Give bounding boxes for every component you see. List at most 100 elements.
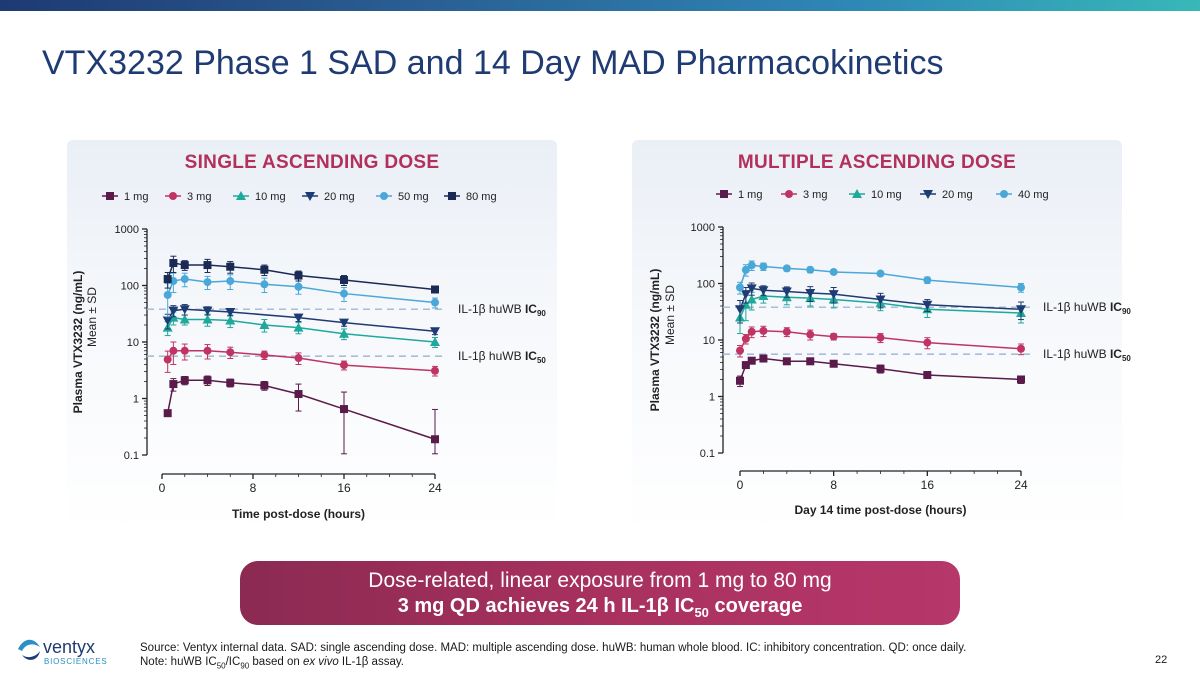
- data-point: [759, 326, 768, 335]
- data-point: [431, 435, 439, 444]
- mad-y-tick-label: 1: [709, 392, 715, 404]
- data-point: [782, 327, 791, 336]
- series-line: [739, 330, 1022, 351]
- data-point: [260, 280, 269, 289]
- data-point: [163, 275, 172, 284]
- footnote-sub-50: 50: [216, 661, 226, 671]
- mad-series-3mg: [736, 325, 1025, 358]
- data-point: [746, 284, 757, 294]
- legend-swatch-marker: [106, 192, 114, 200]
- data-point: [431, 366, 439, 375]
- data-point: [430, 327, 440, 337]
- sad-legend-item: 50 mg: [376, 191, 429, 203]
- sad-y-tick-label: 1000: [115, 224, 139, 236]
- legend-label: 80 mg: [466, 191, 497, 203]
- footnote-ex-vivo: ex vivo: [302, 656, 339, 668]
- sad-legend-item: 80 mg: [444, 191, 497, 203]
- footnote-note-c: IL-1β assay.: [338, 656, 404, 668]
- data-point: [294, 282, 303, 291]
- mad-y-tick-label: 10: [703, 335, 715, 347]
- data-point: [163, 355, 172, 364]
- data-point: [226, 277, 235, 286]
- data-point: [180, 261, 189, 270]
- data-point: [339, 318, 349, 328]
- sad-x-tick-label: 8: [250, 481, 257, 495]
- data-point: [1017, 375, 1025, 384]
- data-point: [741, 265, 750, 274]
- sad-series-50mg: [163, 272, 439, 318]
- mad-y-tick-label: 1000: [691, 222, 715, 234]
- data-point: [1017, 344, 1025, 353]
- data-point: [746, 294, 757, 304]
- footnote-sub-90: 90: [240, 661, 250, 671]
- sad-x-tick-label: 24: [428, 481, 442, 495]
- data-point: [225, 315, 236, 325]
- data-point: [736, 346, 744, 355]
- data-point: [829, 332, 838, 341]
- data-point: [806, 265, 815, 274]
- legend-swatch-marker: [305, 192, 315, 201]
- data-point: [735, 305, 745, 315]
- data-point: [226, 262, 235, 271]
- legend-label: 40 mg: [1018, 189, 1049, 201]
- banner-line-2: 3 mg QD achieves 24 h IL-1β IC50 coverag…: [240, 595, 960, 620]
- data-point: [169, 380, 178, 389]
- data-point: [294, 354, 303, 363]
- data-point: [741, 334, 750, 343]
- mad-series-40mg: [736, 260, 1025, 295]
- footnote-note-a: Note: huWB IC: [140, 656, 217, 668]
- mad-x-tick-label: 0: [737, 478, 744, 492]
- data-point: [340, 405, 348, 414]
- data-point: [828, 290, 839, 300]
- data-point: [876, 364, 885, 373]
- logo-mark-icon: [18, 639, 40, 651]
- data-point: [163, 290, 172, 299]
- mad-x-tick-label: 24: [1014, 478, 1028, 492]
- data-point: [923, 371, 932, 380]
- mad-ref-label-ic50: IL-1β huWB IC50: [1043, 347, 1131, 363]
- banner-line-2-text: 3 mg QD achieves 24 h IL-1β IC: [397, 595, 695, 617]
- mad-y-axis-label: Plasma VTX3232 (ng/mL): [648, 269, 662, 412]
- mad-y-tick-label: 0.1: [700, 448, 715, 460]
- data-point: [758, 286, 769, 296]
- data-point: [180, 346, 189, 355]
- data-point: [876, 269, 885, 278]
- data-point: [806, 330, 815, 339]
- data-point: [747, 327, 756, 336]
- mad-ref-label-ic90: IL-1β huWB IC90: [1043, 300, 1131, 316]
- sad-chart-panel: SINGLE ASCENDING DOSE: [67, 140, 557, 535]
- data-point: [747, 261, 756, 270]
- sad-series-1mg: [163, 375, 439, 455]
- data-point: [294, 390, 303, 399]
- legend-label: 10 mg: [255, 191, 286, 203]
- data-point: [340, 276, 348, 285]
- mad-x-tick-label: 8: [830, 478, 837, 492]
- data-point: [759, 354, 768, 363]
- sad-series-20mg: [162, 304, 440, 337]
- sad-series-80mg: [163, 255, 439, 294]
- data-point: [431, 298, 439, 307]
- mad-legend-item: 1 mg: [716, 189, 762, 201]
- sad-ref-label-ic50: IL-1β huWB IC50: [458, 349, 546, 365]
- data-point: [259, 319, 270, 329]
- data-point: [923, 338, 932, 347]
- mad-legend-item: 3 mg: [781, 189, 827, 201]
- legend-swatch-marker: [448, 192, 456, 200]
- data-point: [747, 356, 756, 365]
- sad-y-axis-label: Plasma VTX3232 (ng/mL): [71, 271, 85, 414]
- data-point: [226, 348, 235, 357]
- data-point: [169, 259, 178, 268]
- mad-chart-title: MULTIPLE ASCENDING DOSE: [737, 152, 1017, 173]
- sad-x-tick-label: 16: [337, 481, 351, 495]
- banner-line-1: Dose-related, linear exposure from 1 mg …: [368, 569, 832, 592]
- sad-legend-item: 10 mg: [233, 191, 286, 203]
- logo-mark-icon-2: [22, 651, 40, 660]
- data-point: [736, 376, 744, 385]
- legend-label: 1 mg: [124, 191, 148, 203]
- data-point: [203, 278, 212, 287]
- page-number: 22: [1155, 654, 1168, 666]
- legend-label: 1 mg: [738, 189, 762, 201]
- data-point: [923, 276, 932, 285]
